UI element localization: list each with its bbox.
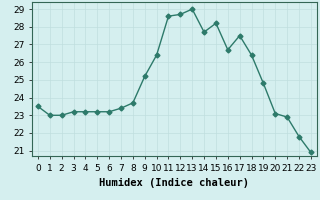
X-axis label: Humidex (Indice chaleur): Humidex (Indice chaleur) — [100, 178, 249, 188]
